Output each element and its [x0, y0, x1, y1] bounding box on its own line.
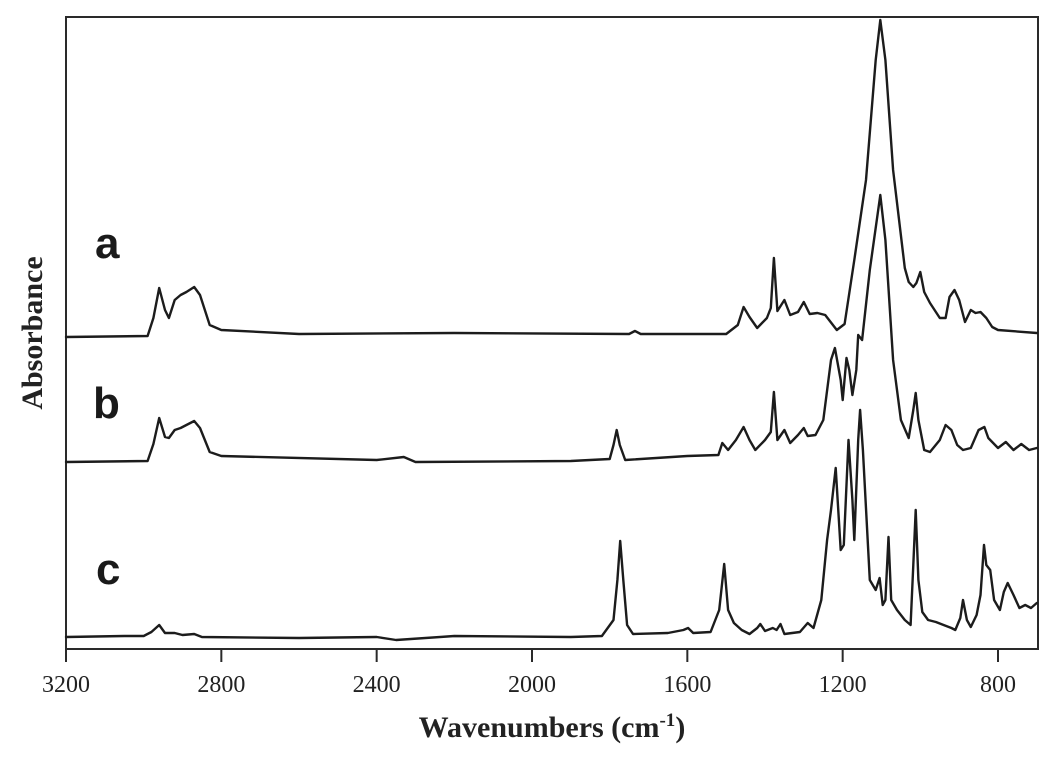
x-axis-title-superscript: -1 [659, 710, 675, 731]
spectrum-b-line [64, 193, 1039, 464]
y-axis-title: Absorbance [16, 256, 49, 409]
x-tick-label: 1600 [663, 672, 711, 698]
x-axis-title-main: Wavenumbers (cm [419, 711, 660, 744]
x-tick-label: 3200 [42, 672, 90, 698]
x-tick-label: 800 [980, 672, 1016, 698]
series-label-c: c [96, 545, 120, 594]
spectra [64, 18, 1039, 642]
series-label-a: a [95, 219, 120, 268]
x-tick-label: 2800 [197, 672, 245, 698]
x-axis-title-close: ) [675, 711, 685, 744]
series-label-b: b [93, 379, 120, 428]
spectrum-c-line [64, 408, 1039, 642]
x-axis-tick-labels: 3200 2800 2400 2000 1600 1200 800 [42, 672, 1016, 698]
x-tick-label: 1200 [819, 672, 867, 698]
x-axis-title: Wavenumbers (cm-1) [419, 710, 686, 744]
x-tick-label: 2400 [353, 672, 401, 698]
x-tick-label: 2000 [508, 672, 556, 698]
spectrum-a-line [64, 18, 1039, 339]
x-axis-ticks [65, 649, 999, 662]
